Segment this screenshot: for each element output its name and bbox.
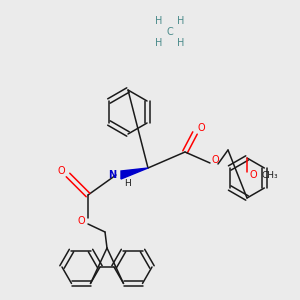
Polygon shape	[121, 168, 148, 179]
Text: H: H	[177, 38, 185, 48]
Text: H: H	[177, 16, 185, 26]
Text: H: H	[124, 178, 131, 188]
Text: N: N	[108, 170, 116, 180]
Text: O: O	[198, 123, 206, 133]
Text: O: O	[212, 155, 220, 165]
Text: H: H	[155, 16, 163, 26]
Text: O: O	[77, 216, 85, 226]
Text: CH₃: CH₃	[261, 170, 278, 179]
Text: O: O	[57, 166, 65, 176]
Text: H: H	[155, 38, 163, 48]
Text: C: C	[167, 27, 173, 37]
Text: O: O	[249, 170, 256, 180]
